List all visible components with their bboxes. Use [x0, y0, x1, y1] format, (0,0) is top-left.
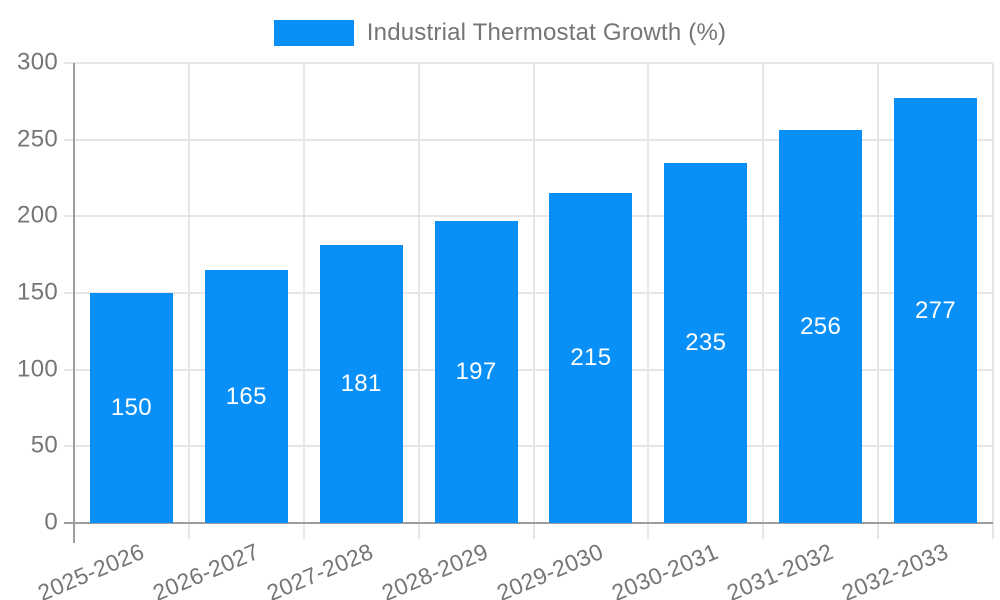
- x-gridline: [302, 63, 305, 539]
- x-tick-label: 2025-2026: [33, 538, 148, 600]
- x-tick-label: 2029-2030: [493, 538, 608, 600]
- y-gridline: [64, 138, 993, 141]
- y-gridline: [64, 445, 993, 448]
- y-tick-label: 300: [17, 48, 58, 76]
- bar-value-label: 256: [800, 312, 842, 340]
- y-gridline: [64, 215, 993, 218]
- y-gridline: [64, 62, 993, 64]
- bar-value-label: 150: [110, 394, 153, 421]
- bar-value-label: 215: [570, 344, 612, 372]
- chart-legend: Industrial Thermostat Growth (%): [0, 19, 1000, 47]
- y-tick-label: 50: [30, 431, 58, 459]
- x-gridline: [532, 63, 535, 539]
- y-tick-label: 100: [17, 355, 58, 383]
- bar-value-label: 181: [340, 370, 382, 398]
- y-axis-line: [73, 63, 75, 543]
- y-tick-label: 200: [17, 201, 58, 229]
- x-gridline: [647, 63, 650, 539]
- bar-value-label: 235: [685, 328, 727, 356]
- x-gridline: [762, 63, 765, 539]
- y-gridline: [64, 368, 993, 371]
- x-tick-label: 2030-2031: [608, 538, 722, 600]
- x-tick-label: 2027-2028: [263, 538, 378, 600]
- bar: [779, 130, 863, 523]
- x-tick-label: 2028-2029: [378, 538, 493, 600]
- bar-value-label: 197: [455, 357, 497, 385]
- bar: [549, 193, 633, 523]
- y-tick-label: 250: [17, 125, 58, 153]
- y-gridline: [64, 292, 993, 294]
- bar: [434, 220, 518, 523]
- bar: [894, 98, 978, 523]
- x-tick-label: 2026-2027: [148, 538, 263, 600]
- bar-value-label: 165: [225, 382, 267, 410]
- x-gridline: [877, 63, 880, 539]
- bar: [89, 293, 173, 523]
- bar: [664, 162, 748, 523]
- legend-swatch-icon: [273, 20, 354, 46]
- x-gridline: [992, 63, 994, 539]
- x-gridline: [187, 63, 190, 539]
- legend-label: Industrial Thermostat Growth (%): [366, 19, 727, 46]
- y-tick-label: 0: [44, 508, 58, 536]
- bar: [204, 270, 288, 523]
- bar: [319, 245, 403, 523]
- x-tick-label: 2032-2033: [837, 538, 952, 600]
- y-tick-label: 150: [17, 278, 58, 306]
- x-tick-label: 2031-2032: [722, 538, 837, 600]
- x-axis-line: [64, 522, 993, 524]
- x-gridline: [417, 63, 420, 539]
- bar-value-label: 277: [914, 296, 957, 324]
